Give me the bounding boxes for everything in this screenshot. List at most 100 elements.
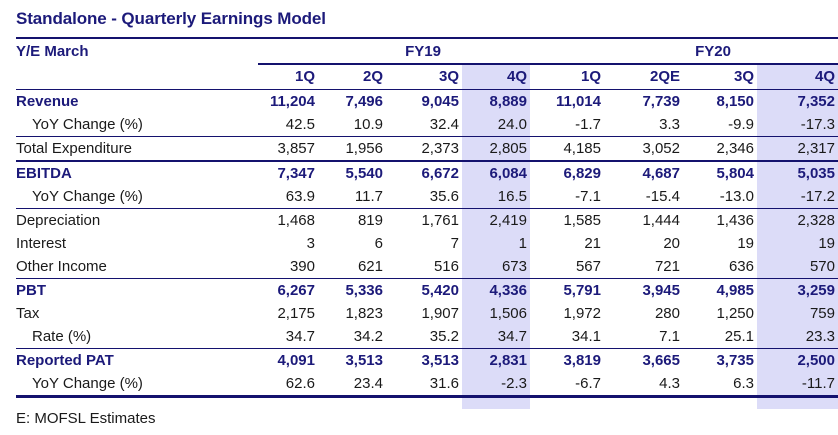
cell-value: 34.1 — [571, 328, 601, 345]
cell-value: 3,945 — [604, 278, 683, 302]
row-label: Interest — [16, 235, 67, 252]
row-label: Rate (%) — [32, 328, 92, 345]
cell-value: 516 — [433, 258, 459, 275]
row-label: Total Expenditure — [16, 136, 234, 161]
cell-value: 19 — [818, 235, 835, 252]
cell-value: 673 — [501, 258, 527, 275]
quarter-header: 1Q — [294, 68, 315, 85]
cell-value: 5,035 — [757, 160, 838, 185]
cell-value: -7.1 — [575, 188, 601, 205]
quarter-header: 4Q — [506, 68, 527, 85]
cell-value: 390 — [289, 258, 315, 275]
cell-value: 16.5 — [497, 188, 527, 205]
cell-value: 4,336 — [462, 278, 530, 302]
table-row: Tax 2,175 1,823 1,907 1,506 1,972 280 1,250 759 — [16, 302, 838, 325]
cell-value: 1,468 — [234, 208, 318, 232]
cell-value: 23.4 — [318, 372, 386, 398]
cell-value: 1,956 — [318, 136, 386, 161]
cell-value: 1,436 — [683, 208, 757, 232]
cell-value: 3.3 — [659, 116, 680, 133]
cell-value: 6.3 — [683, 372, 757, 398]
cell-value: 62.6 — [234, 372, 318, 398]
cell-value: 2,328 — [757, 208, 838, 232]
cell-value: 35.6 — [429, 188, 459, 205]
cell-value: 5,540 — [318, 160, 386, 185]
row-header-label: Y/E March — [16, 43, 89, 60]
cell-value: 3 — [306, 235, 315, 252]
cell-value: 9,045 — [386, 89, 462, 113]
cell-value: 1,506 — [489, 305, 527, 322]
cell-value: 2,175 — [277, 305, 315, 322]
cell-value: 4,687 — [604, 160, 683, 185]
table-row: Interest 3 6 7 1 21 20 19 19 — [16, 232, 838, 255]
quarter-header: 1Q — [580, 68, 601, 85]
cell-value: -15.4 — [645, 188, 680, 205]
cell-value: 6,672 — [386, 160, 462, 185]
cell-value: 2,373 — [386, 136, 462, 161]
cell-value: 3,665 — [604, 348, 683, 372]
cell-value: 6,829 — [530, 160, 604, 185]
row-label: YoY Change (%) — [32, 188, 143, 205]
cell-value: 34.7 — [285, 328, 315, 345]
earnings-table: 1Q 2Q 3Q 4Q 1Q 2QE 3Q 4Q Revenue 11,204 7,… — [16, 65, 838, 398]
table-row: Rate (%) 34.7 34.2 35.2 34.7 34.1 7.1 25.1 23.3 — [16, 325, 838, 349]
quarter-header-row: 1Q 2Q 3Q 4Q 1Q 2QE 3Q 4Q — [16, 65, 838, 90]
cell-value: 3,735 — [683, 348, 757, 372]
cell-value: 567 — [575, 258, 601, 275]
cell-value: 4,985 — [683, 278, 757, 302]
row-label: YoY Change (%) — [16, 372, 234, 398]
row-label: PBT — [16, 278, 234, 302]
table-row: YoY Change (%) 62.6 23.4 31.6 -2.3 -6.7 4.3 6.3… — [16, 372, 838, 398]
cell-value: 1 — [518, 235, 527, 252]
cell-value: 1,907 — [421, 305, 459, 322]
cell-value: 11.7 — [354, 188, 383, 205]
table-row: PBT 6,267 5,336 5,420 4,336 5,791 3,945 4,985 3,… — [16, 278, 838, 302]
cell-value: 7,739 — [604, 89, 683, 113]
cell-value: -6.7 — [530, 372, 604, 398]
cell-value: 19 — [737, 235, 754, 252]
title-divider — [16, 37, 838, 39]
cell-value: 4.3 — [604, 372, 683, 398]
row-label: Revenue — [16, 89, 234, 113]
cell-value: -9.9 — [728, 116, 754, 133]
cell-value: 42.5 — [285, 116, 315, 133]
cell-value: 8,150 — [683, 89, 757, 113]
table-row: Total Expenditure 3,857 1,956 2,373 2,805 4,1… — [16, 136, 838, 161]
cell-value: 7,347 — [234, 160, 318, 185]
cell-value: 5,420 — [386, 278, 462, 302]
cell-value: 25.1 — [724, 328, 754, 345]
table-row: Revenue 11,204 7,496 9,045 8,889 11,014 7,739 8… — [16, 89, 838, 113]
cell-value: 280 — [654, 305, 680, 322]
cell-value: 3,259 — [757, 278, 838, 302]
quarter-header: 4Q — [814, 68, 835, 85]
cell-value: 7 — [450, 235, 459, 252]
row-label: YoY Change (%) — [32, 116, 143, 133]
cell-value: -2.3 — [462, 372, 530, 398]
cell-value: 10.9 — [353, 116, 383, 133]
cell-value: 3,513 — [318, 348, 386, 372]
cell-value: 32.4 — [429, 116, 459, 133]
cell-value: 63.9 — [285, 188, 315, 205]
cell-value: 3,819 — [530, 348, 604, 372]
row-label: Depreciation — [16, 208, 234, 232]
row-label: Other Income — [16, 258, 107, 275]
cell-value: 819 — [318, 208, 386, 232]
cell-value: -17.3 — [800, 116, 835, 133]
cell-value: 2,831 — [462, 348, 530, 372]
fiscal-year-header-fy19: FY19 — [405, 43, 441, 60]
table-title: Standalone - Quarterly Earnings Model — [16, 9, 326, 28]
row-label: EBITDA — [16, 160, 234, 185]
cell-value: 3,513 — [386, 348, 462, 372]
cell-value: 2,419 — [462, 208, 530, 232]
row-label: Tax — [16, 305, 40, 322]
table-row: EBITDA 7,347 5,540 6,672 6,084 6,829 4,687 5,80… — [16, 160, 838, 185]
cell-value: 34.2 — [353, 328, 383, 345]
cell-value: 6 — [374, 235, 383, 252]
cell-value: 5,804 — [683, 160, 757, 185]
cell-value: 636 — [728, 258, 754, 275]
cell-value: 721 — [654, 258, 680, 275]
cell-value: -17.2 — [800, 188, 835, 205]
cell-value: 2,317 — [757, 136, 838, 161]
quarter-header: 2QE — [649, 68, 680, 85]
cell-value: 31.6 — [386, 372, 462, 398]
